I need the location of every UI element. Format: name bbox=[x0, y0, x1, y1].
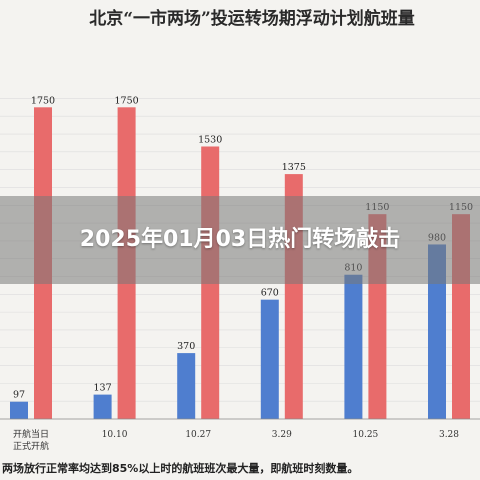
value-label: 1750 bbox=[31, 95, 55, 106]
chart-footnote: 两场放行正常率均达到85%以上时的航班班次最大量，即航班时刻数量。 bbox=[2, 461, 358, 475]
value-label: 1750 bbox=[115, 95, 139, 106]
headline-text: 2025年01月03日热门转场敲击 bbox=[79, 227, 401, 252]
value-label: 97 bbox=[13, 390, 25, 401]
bar bbox=[93, 394, 112, 419]
x-tick-labels: 开航当日正式开航 10.10 10.27 3.29 10.25 3.28 bbox=[13, 428, 459, 452]
bar bbox=[344, 274, 363, 419]
value-label: 137 bbox=[94, 383, 112, 394]
x-tick-label: 10.25 bbox=[353, 430, 379, 440]
x-tick-label: 开航当日正式开航 bbox=[13, 428, 49, 452]
bar bbox=[428, 244, 446, 419]
bar bbox=[10, 401, 28, 419]
bar bbox=[177, 353, 196, 419]
value-label: 1375 bbox=[282, 162, 306, 173]
x-tick-label: 10.27 bbox=[185, 430, 211, 440]
value-label: 670 bbox=[261, 288, 279, 299]
bar bbox=[260, 299, 279, 419]
value-label: 370 bbox=[177, 341, 195, 352]
x-tick-label: 10.10 bbox=[102, 430, 128, 440]
value-label: 1530 bbox=[198, 134, 222, 145]
headline-banner: 2025年01月03日热门转场敲击 bbox=[0, 196, 480, 284]
x-tick-label: 3.29 bbox=[272, 430, 292, 440]
x-tick-label: 3.28 bbox=[439, 430, 459, 440]
chart-title: 北京“一市两场”投运转场期浮动计划航班量 bbox=[89, 8, 415, 29]
